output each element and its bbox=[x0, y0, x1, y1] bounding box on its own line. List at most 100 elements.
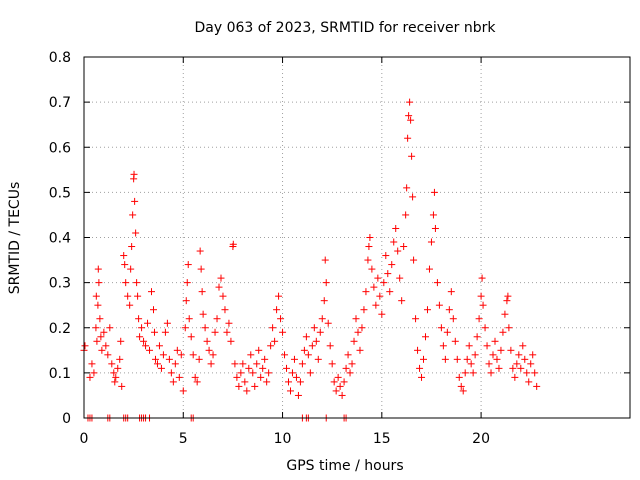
data-point bbox=[336, 382, 344, 390]
data-point bbox=[183, 279, 191, 287]
data-point bbox=[187, 333, 195, 341]
data-point bbox=[165, 355, 173, 363]
data-point bbox=[478, 274, 486, 282]
data-point bbox=[269, 324, 277, 332]
data-point bbox=[173, 346, 181, 354]
data-point bbox=[525, 378, 533, 386]
data-point bbox=[473, 333, 481, 341]
data-point bbox=[211, 328, 219, 336]
data-point bbox=[221, 306, 229, 314]
data-point bbox=[531, 369, 539, 377]
data-point bbox=[96, 315, 104, 323]
data-point bbox=[407, 116, 415, 124]
data-point bbox=[142, 342, 150, 350]
data-point bbox=[124, 292, 132, 300]
data-point bbox=[326, 342, 334, 350]
data-point bbox=[249, 369, 257, 377]
data-point bbox=[97, 333, 105, 341]
data-point bbox=[213, 315, 221, 323]
data-point bbox=[521, 355, 529, 363]
data-point bbox=[485, 360, 493, 368]
data-points bbox=[80, 98, 541, 422]
data-point bbox=[439, 342, 447, 350]
data-point bbox=[112, 373, 120, 381]
data-point bbox=[104, 351, 112, 359]
data-point bbox=[328, 360, 336, 368]
data-point bbox=[267, 342, 275, 350]
data-point bbox=[285, 378, 293, 386]
data-point bbox=[409, 193, 417, 201]
data-point bbox=[372, 301, 380, 309]
data-point bbox=[271, 337, 279, 345]
data-point bbox=[445, 306, 453, 314]
data-point bbox=[312, 337, 320, 345]
data-point bbox=[412, 315, 420, 323]
data-point bbox=[507, 346, 515, 354]
data-point bbox=[364, 256, 372, 264]
x-axis-label: GPS time / hours bbox=[286, 458, 403, 474]
data-point bbox=[356, 346, 364, 354]
data-point bbox=[223, 328, 231, 336]
data-point bbox=[281, 351, 289, 359]
x-tick-label: 0 bbox=[80, 431, 89, 447]
data-point bbox=[404, 134, 412, 142]
y-tick-label: 0.7 bbox=[49, 95, 71, 111]
data-point bbox=[504, 292, 512, 300]
data-point bbox=[179, 387, 187, 395]
data-point bbox=[302, 333, 310, 341]
data-point bbox=[382, 252, 390, 260]
data-point bbox=[261, 355, 269, 363]
data-point bbox=[348, 360, 356, 368]
data-point bbox=[346, 369, 354, 377]
data-point bbox=[406, 98, 414, 106]
data-point bbox=[128, 243, 136, 251]
data-point bbox=[503, 297, 511, 305]
x-tick-label: 15 bbox=[373, 431, 391, 447]
data-point bbox=[94, 265, 102, 273]
data-point bbox=[324, 319, 332, 327]
data-point bbox=[273, 306, 281, 314]
data-point bbox=[184, 261, 192, 269]
data-point bbox=[233, 373, 241, 381]
data-point bbox=[402, 211, 410, 219]
data-point bbox=[129, 211, 137, 219]
data-point bbox=[134, 292, 142, 300]
data-point bbox=[122, 279, 130, 287]
data-point bbox=[229, 240, 237, 248]
data-point bbox=[133, 279, 141, 287]
data-point bbox=[201, 324, 209, 332]
data-point bbox=[167, 369, 175, 377]
data-point bbox=[251, 382, 259, 390]
grid-lines bbox=[84, 57, 630, 418]
data-point bbox=[140, 337, 148, 345]
data-point bbox=[437, 324, 445, 332]
y-tick-label: 0.1 bbox=[49, 366, 71, 382]
data-point bbox=[126, 301, 134, 309]
data-point bbox=[457, 382, 465, 390]
data-point bbox=[321, 256, 329, 264]
data-point bbox=[292, 373, 300, 381]
data-point bbox=[408, 152, 416, 160]
data-point bbox=[489, 351, 497, 359]
data-point bbox=[203, 337, 211, 345]
data-point bbox=[102, 342, 110, 350]
data-point bbox=[467, 360, 475, 368]
data-point bbox=[420, 355, 428, 363]
data-point bbox=[491, 337, 499, 345]
data-point bbox=[318, 315, 326, 323]
data-point bbox=[487, 369, 495, 377]
data-point bbox=[283, 364, 291, 372]
data-point bbox=[306, 369, 314, 377]
data-point bbox=[418, 373, 426, 381]
data-point bbox=[95, 279, 103, 287]
data-point bbox=[441, 355, 449, 363]
data-point bbox=[495, 364, 503, 372]
data-point bbox=[191, 373, 199, 381]
data-point bbox=[501, 310, 509, 318]
data-point bbox=[263, 378, 271, 386]
data-point bbox=[241, 378, 249, 386]
data-point bbox=[330, 378, 338, 386]
data-point bbox=[235, 382, 243, 390]
